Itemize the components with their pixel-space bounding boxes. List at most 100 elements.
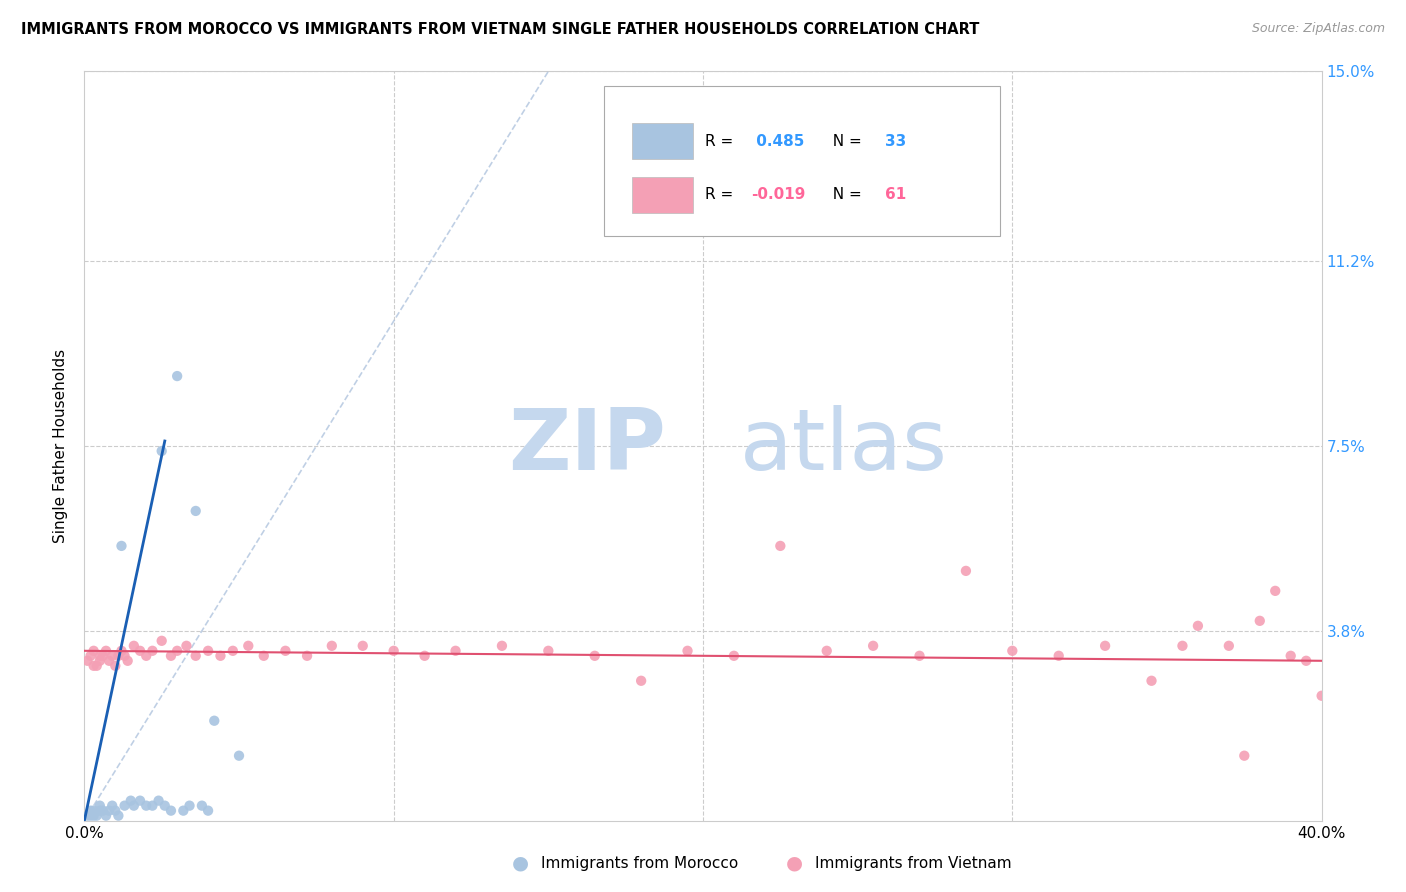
Point [1140, 673, 1163, 688]
Point [110, 539, 132, 553]
Point [166, 644, 188, 658]
Point [89, 648, 111, 663]
Point [209, 648, 232, 663]
Point [117, 654, 139, 668]
Point [197, 644, 219, 658]
Point [583, 648, 606, 663]
Point [129, 794, 152, 808]
Point [114, 798, 136, 813]
Point [202, 714, 225, 728]
Point [228, 748, 250, 763]
Point [1187, 619, 1209, 633]
Text: 61: 61 [884, 187, 905, 202]
Point [104, 804, 127, 818]
Point [94, 808, 117, 822]
Point [1171, 639, 1194, 653]
Point [104, 658, 127, 673]
Point [630, 673, 652, 688]
Point [79, 808, 101, 822]
Point [86, 808, 108, 822]
Point [141, 644, 163, 658]
Point [274, 644, 297, 658]
Text: 0.485: 0.485 [751, 134, 804, 149]
Point [1094, 639, 1116, 653]
Point [176, 639, 198, 653]
Point [1295, 654, 1317, 668]
Point [1249, 614, 1271, 628]
Point [94, 644, 117, 658]
Point [1047, 648, 1070, 663]
Point [83, 644, 105, 658]
Point [413, 648, 436, 663]
Text: ●: ● [512, 854, 529, 873]
Point [1264, 583, 1286, 598]
Point [114, 648, 136, 663]
FancyBboxPatch shape [633, 123, 693, 160]
Text: Source: ZipAtlas.com: Source: ZipAtlas.com [1251, 22, 1385, 36]
Point [815, 644, 838, 658]
Text: Immigrants from Morocco: Immigrants from Morocco [541, 856, 738, 871]
Point [723, 648, 745, 663]
Text: N =: N = [823, 134, 866, 149]
Text: R =: R = [706, 187, 738, 202]
Point [908, 648, 931, 663]
Y-axis label: Single Father Households: Single Father Households [53, 349, 69, 543]
Point [153, 798, 176, 813]
Point [160, 648, 183, 663]
Point [76, 808, 98, 822]
FancyBboxPatch shape [633, 177, 693, 213]
Point [89, 654, 111, 668]
Point [141, 798, 163, 813]
Point [101, 798, 124, 813]
Point [79, 804, 101, 818]
Point [110, 644, 132, 658]
Point [101, 648, 124, 663]
Text: IMMIGRANTS FROM MOROCCO VS IMMIGRANTS FROM VIETNAM SINGLE FATHER HOUSEHOLDS CORR: IMMIGRANTS FROM MOROCCO VS IMMIGRANTS FR… [21, 22, 980, 37]
Text: R =: R = [706, 134, 738, 149]
Point [79, 648, 101, 663]
Point [76, 654, 98, 668]
Point [98, 804, 121, 818]
Point [98, 654, 121, 668]
Point [222, 644, 245, 658]
Point [89, 798, 111, 813]
Point [352, 639, 374, 653]
Point [135, 798, 157, 813]
Point [1218, 639, 1240, 653]
Point [191, 798, 214, 813]
Point [676, 644, 699, 658]
Point [122, 798, 145, 813]
Point [238, 639, 260, 653]
Point [135, 648, 157, 663]
Point [537, 644, 560, 658]
Point [166, 369, 188, 384]
Point [107, 648, 129, 663]
Point [91, 804, 114, 818]
Text: ZIP: ZIP [508, 404, 666, 488]
Point [83, 804, 105, 818]
Point [150, 444, 173, 458]
Point [179, 798, 201, 813]
Point [107, 808, 129, 822]
Point [444, 644, 467, 658]
Point [253, 648, 276, 663]
Point [955, 564, 977, 578]
Point [1233, 748, 1256, 763]
Text: Immigrants from Vietnam: Immigrants from Vietnam [815, 856, 1012, 871]
Point [91, 648, 114, 663]
Point [89, 804, 111, 818]
Point [122, 639, 145, 653]
Point [120, 794, 142, 808]
Text: N =: N = [823, 187, 866, 202]
Text: -0.019: -0.019 [751, 187, 806, 202]
Point [321, 639, 343, 653]
Point [769, 539, 792, 553]
Point [150, 633, 173, 648]
Text: ●: ● [786, 854, 803, 873]
Point [83, 808, 105, 822]
Point [382, 644, 405, 658]
FancyBboxPatch shape [605, 87, 1000, 236]
Point [1279, 648, 1302, 663]
Text: atlas: atlas [740, 404, 948, 488]
Point [184, 504, 207, 518]
